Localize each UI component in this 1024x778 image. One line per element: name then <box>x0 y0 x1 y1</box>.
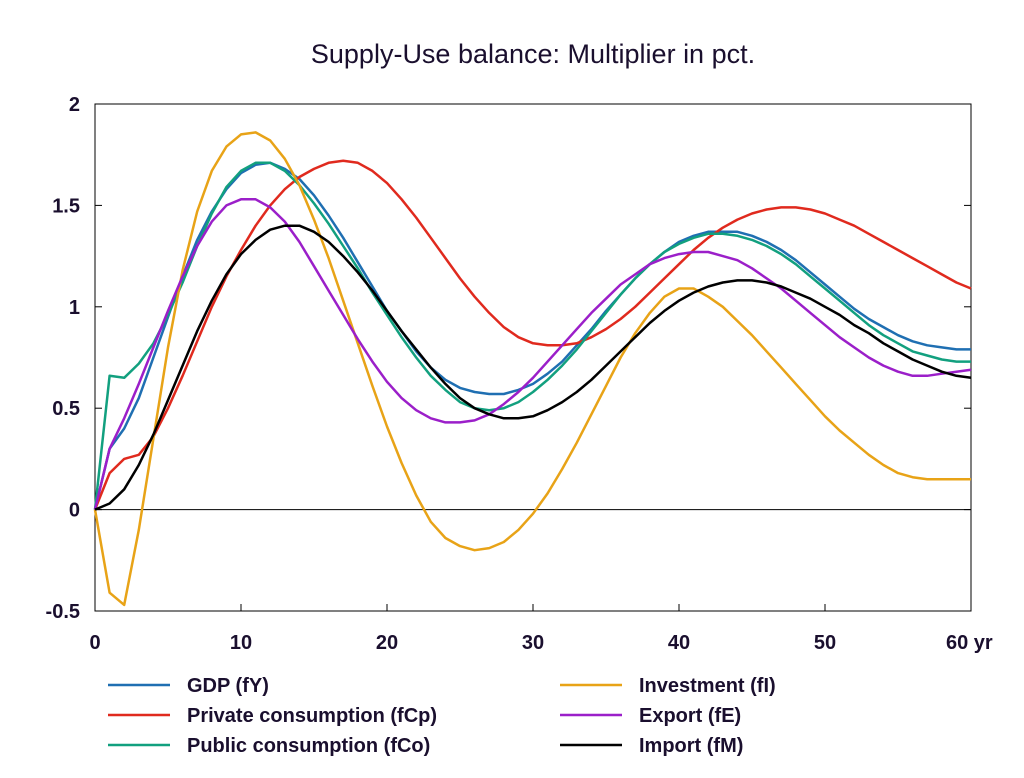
legend-label: Public consumption (fCo) <box>187 735 430 757</box>
legend-label: Investment (fI) <box>639 675 776 697</box>
plot-border <box>94 103 972 612</box>
y-tick-label: 2 <box>69 94 80 116</box>
series-line <box>94 224 972 511</box>
series-line <box>93 131 971 607</box>
y-tick-label: 1 <box>69 297 80 319</box>
legend: GDP (fY) Private consumption (fCp) Public … <box>108 675 776 757</box>
chart-title: Supply-Use balance: Multiplier in pct. <box>311 39 755 69</box>
x-tick-label: 20 <box>376 632 398 654</box>
legend-label: GDP (fY) <box>187 675 269 697</box>
y-tick-label: -0.5 <box>46 601 80 623</box>
y-tick-label: 0 <box>69 500 80 522</box>
series-line <box>93 198 972 510</box>
x-tick-label: 10 <box>230 632 252 654</box>
y-tick-label: 0.5 <box>52 398 80 420</box>
x-tick-label: 60 yr <box>946 632 993 654</box>
y-tick-label: 1.5 <box>52 195 80 217</box>
axis-ticks: -0.500.511.520 10 20 30 40 50 60 yr <box>46 94 993 654</box>
legend-label: Import (fM) <box>639 735 743 757</box>
x-tick-label: 30 <box>522 632 544 654</box>
series-line <box>93 161 971 510</box>
series-line <box>93 159 972 511</box>
legend-label: Private consumption (fCp) <box>187 705 437 727</box>
plot-frame <box>94 103 972 612</box>
x-tick-label: 0 <box>89 632 100 654</box>
series-line <box>93 161 971 510</box>
x-tick-label: 50 <box>814 632 836 654</box>
legend-label: Export (fE) <box>639 705 741 727</box>
x-tick-label: 40 <box>668 632 690 654</box>
series-layer <box>93 131 972 607</box>
